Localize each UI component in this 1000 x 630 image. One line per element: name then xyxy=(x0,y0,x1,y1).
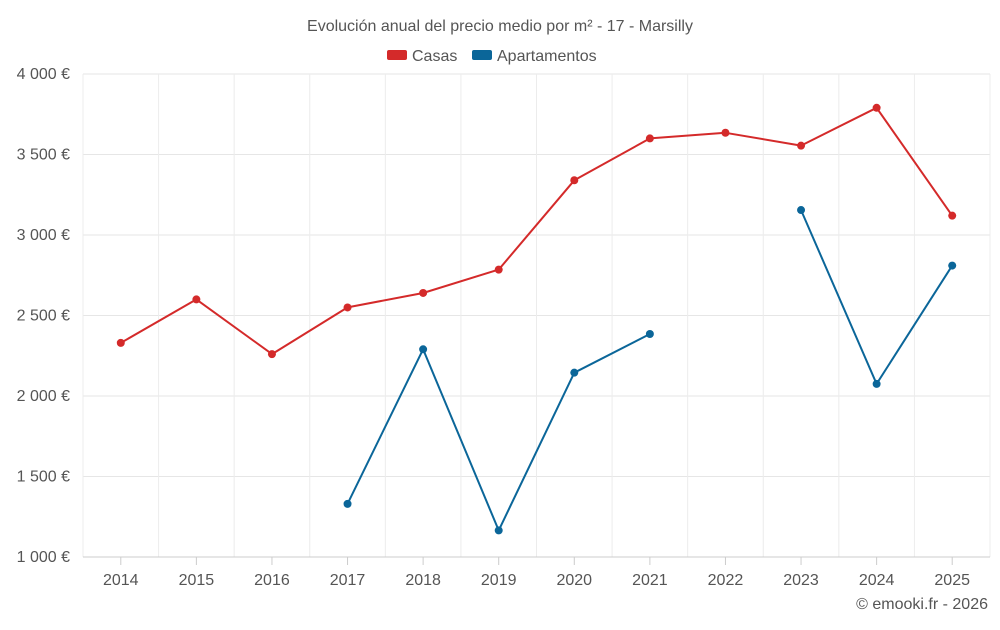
data-point-apartamentos[interactable] xyxy=(948,261,957,270)
x-tick-label: 2018 xyxy=(405,572,441,589)
data-point-apartamentos[interactable] xyxy=(645,330,654,339)
data-point-casas[interactable] xyxy=(343,303,352,312)
series-apartamentos xyxy=(343,206,957,535)
legend-item-apartamentos[interactable]: Apartamentos xyxy=(472,48,597,65)
y-tick-label: 2 000 € xyxy=(17,388,70,405)
legend-swatch-apartamentos xyxy=(472,50,492,60)
series-line-apartamentos xyxy=(346,333,651,532)
data-point-casas[interactable] xyxy=(494,265,503,274)
data-point-apartamentos[interactable] xyxy=(419,345,428,354)
y-tick-label: 2 500 € xyxy=(17,308,70,325)
x-tick-label: 2019 xyxy=(481,572,517,589)
y-tick-label: 4 000 € xyxy=(17,66,70,83)
x-tick-label: 2016 xyxy=(254,572,290,589)
data-point-casas[interactable] xyxy=(116,338,125,347)
legend-label-apartamentos: Apartamentos xyxy=(497,48,597,65)
data-point-apartamentos[interactable] xyxy=(343,499,352,508)
x-tick-label: 2014 xyxy=(103,572,139,589)
legend-swatch-casas xyxy=(387,50,407,60)
legend: Casas Apartamentos xyxy=(387,48,597,65)
series-line-casas xyxy=(120,106,954,356)
data-point-casas[interactable] xyxy=(797,141,806,150)
y-tick-label: 3 000 € xyxy=(17,227,70,244)
series-line-apartamentos xyxy=(800,209,954,385)
data-point-apartamentos[interactable] xyxy=(797,206,806,215)
x-tick-label: 2024 xyxy=(859,572,895,589)
data-point-casas[interactable] xyxy=(721,128,730,137)
x-tick-label: 2020 xyxy=(556,572,592,589)
data-point-apartamentos[interactable] xyxy=(494,526,503,535)
credit-text: © emooki.fr - 2026 xyxy=(856,596,988,613)
y-tick-label: 1 500 € xyxy=(17,469,70,486)
x-tick-label: 2022 xyxy=(708,572,744,589)
y-tick-label: 1 000 € xyxy=(17,549,70,566)
data-point-casas[interactable] xyxy=(645,134,654,143)
x-tick-label: 2017 xyxy=(330,572,366,589)
data-point-apartamentos[interactable] xyxy=(872,379,881,388)
data-point-apartamentos[interactable] xyxy=(570,368,579,377)
axes: 1 000 € 1 500 € 2 000 € 2 500 € 3 000 € 3 500… xyxy=(17,66,990,589)
data-point-casas[interactable] xyxy=(948,211,957,220)
data-point-casas[interactable] xyxy=(872,103,881,112)
x-tick-label: 2015 xyxy=(179,572,215,589)
y-tick-label: 3 500 € xyxy=(17,147,70,164)
legend-item-casas[interactable]: Casas xyxy=(387,48,457,65)
data-point-casas[interactable] xyxy=(192,295,201,304)
x-tick-label: 2025 xyxy=(934,572,970,589)
data-point-casas[interactable] xyxy=(419,288,428,297)
data-point-casas[interactable] xyxy=(570,176,579,185)
grid xyxy=(82,73,991,557)
data-point-casas[interactable] xyxy=(267,350,276,359)
x-tick-label: 2021 xyxy=(632,572,668,589)
x-tick-label: 2023 xyxy=(783,572,819,589)
chart-title: Evolución anual del precio medio por m² … xyxy=(307,18,693,35)
series-casas xyxy=(116,103,957,359)
legend-label-casas: Casas xyxy=(412,48,457,65)
series-layer xyxy=(116,103,957,535)
